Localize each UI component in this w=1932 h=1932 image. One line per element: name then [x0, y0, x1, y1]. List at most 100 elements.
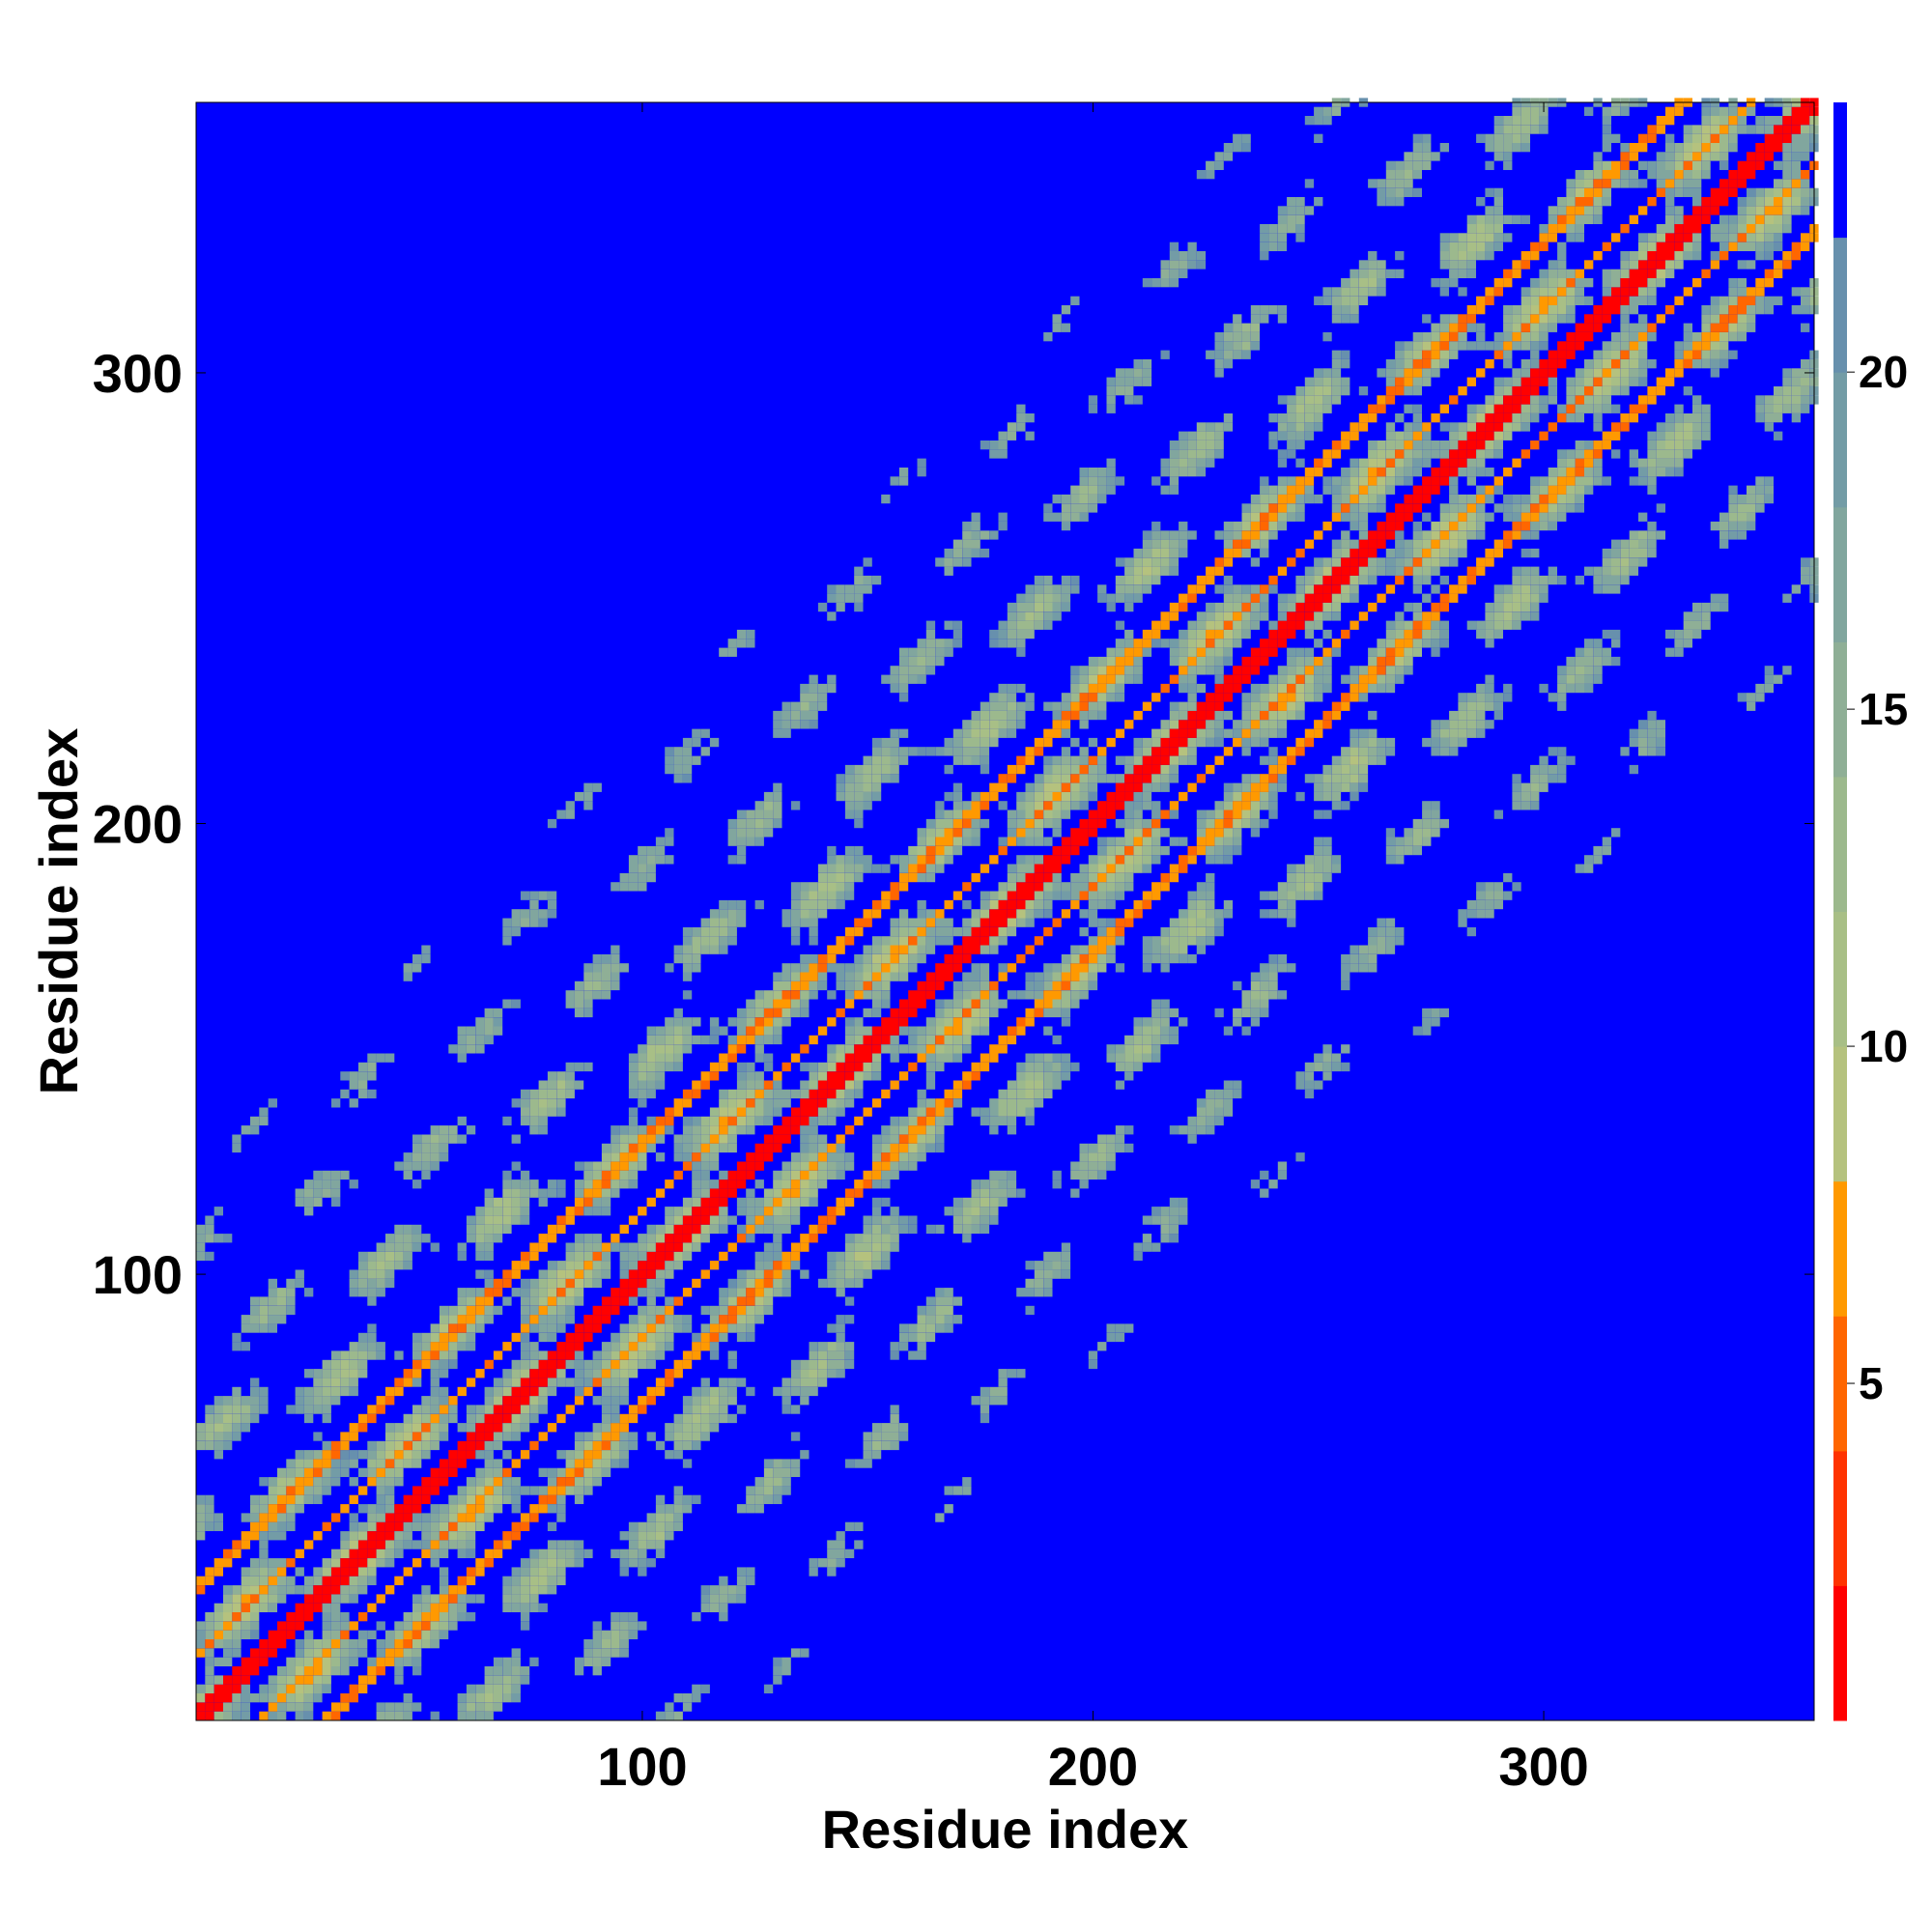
- heatmap-cell: [574, 1008, 584, 1018]
- heatmap-cell: [854, 584, 864, 594]
- heatmap-cell: [727, 1125, 737, 1135]
- heatmap-cell: [448, 1125, 458, 1135]
- heatmap-cell: [1124, 584, 1134, 594]
- heatmap-cell: [583, 1234, 593, 1243]
- heatmap-cell: [1061, 1242, 1071, 1252]
- heatmap-cell: [727, 1359, 737, 1370]
- heatmap-cell: [1233, 1089, 1242, 1099]
- heatmap-cell: [692, 945, 701, 954]
- heatmap-cell: [917, 639, 926, 648]
- heatmap-cell: [304, 1648, 314, 1658]
- heatmap-cell: [1079, 837, 1089, 846]
- heatmap-cell: [898, 1161, 909, 1171]
- heatmap-cell: [1268, 512, 1278, 522]
- heatmap-cell: [1025, 882, 1035, 892]
- heatmap-cell: [619, 1396, 629, 1406]
- heatmap-cell: [349, 1288, 358, 1297]
- heatmap-cell: [1106, 1134, 1116, 1144]
- heatmap-cell: [367, 1603, 377, 1613]
- heatmap-cell: [1260, 485, 1269, 495]
- heatmap-cell: [962, 720, 972, 729]
- heatmap-cell: [1025, 755, 1035, 765]
- heatmap-cell: [1088, 782, 1098, 792]
- heatmap-cell: [394, 1242, 404, 1252]
- heatmap-cell: [980, 963, 990, 973]
- heatmap-cell: [817, 1107, 828, 1117]
- heatmap-cell: [998, 936, 1008, 946]
- heatmap-cell: [196, 1576, 206, 1586]
- heatmap-cell: [1179, 647, 1188, 657]
- heatmap-cell: [565, 801, 575, 810]
- heatmap-cell: [1097, 918, 1107, 927]
- heatmap-cell: [817, 1378, 828, 1387]
- heatmap-cell: [556, 1107, 566, 1117]
- heatmap-cell: [358, 1648, 368, 1658]
- heatmap-cell: [457, 1386, 467, 1397]
- heatmap-cell: [655, 1332, 666, 1343]
- heatmap-cell: [781, 972, 791, 981]
- heatmap-cell: [520, 1332, 530, 1343]
- heatmap-cell: [295, 1675, 304, 1685]
- heatmap-cell: [763, 818, 774, 829]
- heatmap-cell: [1223, 350, 1234, 359]
- heatmap-cell: [908, 845, 918, 856]
- heatmap-cell: [322, 1359, 331, 1370]
- heatmap-cell: [574, 1467, 584, 1478]
- heatmap-cell: [520, 891, 530, 900]
- heatmap-cell: [871, 953, 882, 964]
- heatmap-cell: [692, 1396, 701, 1406]
- heatmap-cell: [844, 845, 855, 856]
- heatmap-cell: [457, 1323, 467, 1333]
- heatmap-cell: [538, 1242, 548, 1252]
- heatmap-cell: [655, 1251, 666, 1262]
- heatmap-cell: [421, 1359, 431, 1370]
- heatmap-cell: [673, 1062, 683, 1072]
- heatmap-cell: [1025, 1053, 1035, 1063]
- heatmap-cell: [601, 1440, 611, 1451]
- heatmap-cell: [682, 990, 693, 1000]
- heatmap-cell: [1133, 666, 1143, 675]
- heatmap-cell: [1016, 909, 1026, 919]
- heatmap-cell: [925, 845, 936, 856]
- heatmap-cell: [763, 1251, 774, 1262]
- heatmap-cell: [1106, 791, 1116, 802]
- heatmap-cell: [250, 1567, 260, 1577]
- heatmap-cell: [376, 1648, 385, 1658]
- heatmap-cell: [1169, 485, 1179, 495]
- heatmap-cell: [493, 1423, 503, 1433]
- heatmap-cell: [511, 926, 521, 937]
- heatmap-cell: [952, 953, 963, 964]
- heatmap-cell: [1331, 314, 1342, 324]
- heatmap-cell: [827, 845, 837, 856]
- heatmap-cell: [601, 1405, 611, 1414]
- heatmap-cell: [286, 1621, 296, 1631]
- heatmap-cell: [1151, 764, 1161, 775]
- heatmap-cell: [403, 1378, 412, 1387]
- heatmap-cell: [349, 1369, 358, 1378]
- heatmap-cell: [403, 1494, 412, 1505]
- heatmap-cell: [412, 1594, 422, 1604]
- heatmap-cell: [871, 1197, 882, 1208]
- heatmap-cell: [1277, 206, 1288, 215]
- heatmap-cell: [511, 1531, 521, 1541]
- heatmap-cell: [1214, 611, 1224, 621]
- heatmap-cell: [1007, 431, 1017, 440]
- heatmap-cell: [277, 1486, 287, 1495]
- heatmap-cell: [502, 1666, 512, 1676]
- heatmap-cell: [385, 1432, 395, 1441]
- heatmap-cell: [1160, 1207, 1170, 1216]
- heatmap-cell: [1052, 972, 1062, 981]
- heatmap-cell: [809, 1378, 818, 1387]
- heatmap-cell: [952, 782, 963, 792]
- heatmap-cell: [763, 1035, 774, 1045]
- heatmap-cell: [781, 1098, 791, 1108]
- heatmap-cell: [1187, 629, 1197, 639]
- heatmap-cell: [358, 1369, 368, 1378]
- heatmap-cell: [763, 1197, 774, 1208]
- heatmap-cell: [583, 1386, 593, 1397]
- heatmap-cell: [565, 810, 575, 819]
- heatmap-cell: [854, 1053, 864, 1063]
- heatmap-cell: [196, 1531, 206, 1541]
- heatmap-cell: [817, 1369, 828, 1378]
- heatmap-cell: [259, 1513, 269, 1522]
